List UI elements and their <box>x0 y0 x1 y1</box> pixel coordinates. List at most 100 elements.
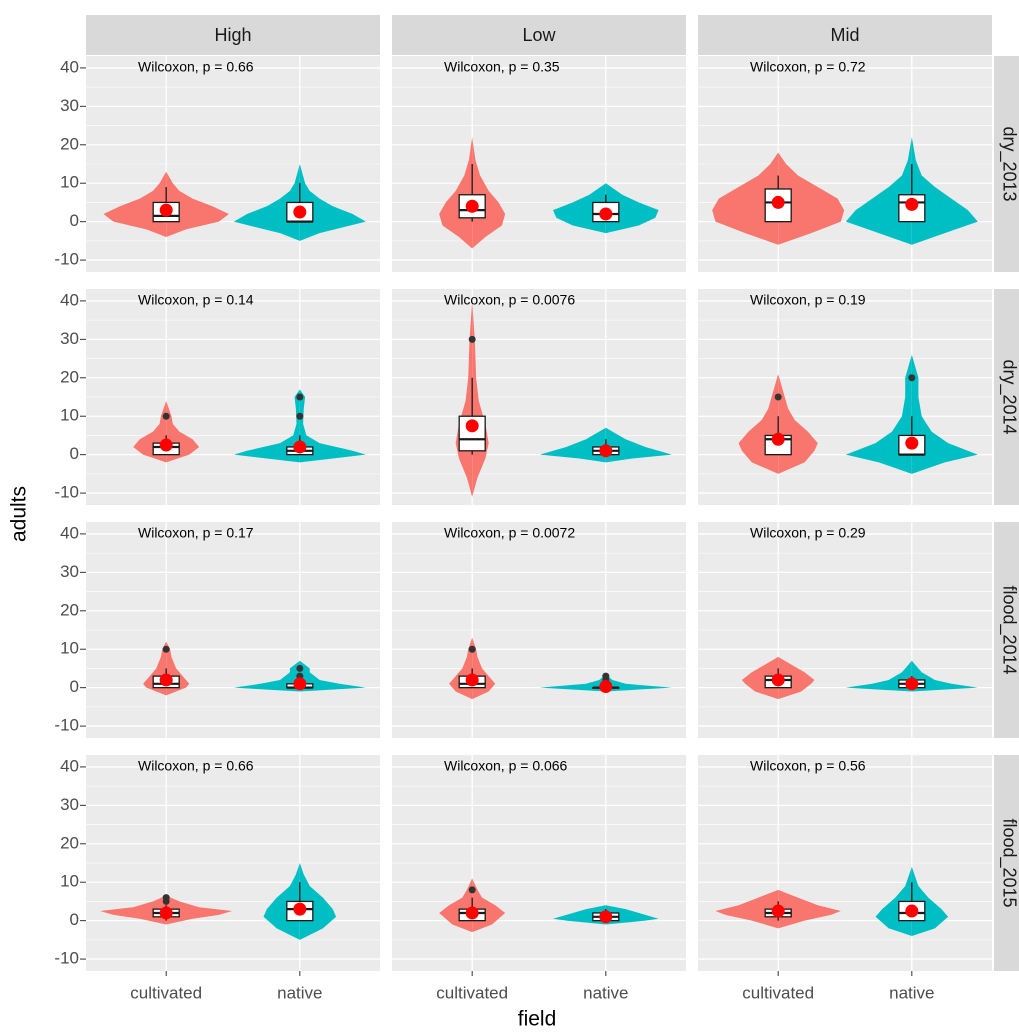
x-tick-label: cultivated <box>130 983 202 1002</box>
x-tick-label: native <box>277 983 322 1002</box>
strip-background <box>994 289 1019 505</box>
outlier <box>162 645 170 653</box>
row-strip-label: dry_2013 <box>998 126 1019 201</box>
y-tick-label: 0 <box>70 211 79 230</box>
violin-half <box>299 389 366 463</box>
y-tick-label: 40 <box>60 756 79 775</box>
strip-background <box>994 755 1019 971</box>
annotation: Wilcoxon, p = 0.66 <box>138 59 254 75</box>
mean-point <box>293 902 307 916</box>
y-tick-label: 40 <box>60 523 79 542</box>
violin-half <box>299 164 366 241</box>
violin-half <box>911 137 978 245</box>
y-tick-label: 0 <box>70 444 79 463</box>
violin-half <box>778 656 815 700</box>
row-strip-label: dry_2014 <box>998 359 1019 434</box>
violin-half <box>778 889 841 929</box>
violin-half <box>233 660 300 692</box>
mean-point <box>905 677 919 691</box>
mean-point <box>293 205 307 219</box>
y-tick-label: 30 <box>60 329 79 348</box>
violin-half <box>439 137 473 249</box>
mean-point <box>159 438 173 452</box>
mean-point <box>771 904 785 918</box>
violin-half <box>715 889 779 929</box>
y-tick-label: 40 <box>60 57 79 76</box>
outlier <box>296 664 304 672</box>
violin-half <box>539 674 606 692</box>
y-tick-label: 10 <box>60 173 79 192</box>
violin-half <box>233 389 300 463</box>
y-tick-label: 20 <box>60 134 79 153</box>
mean-point <box>159 906 173 920</box>
y-tick-label: -10 <box>54 949 79 968</box>
mean-point <box>905 436 919 450</box>
violin-half <box>778 152 845 245</box>
mean-point <box>771 432 785 446</box>
y-tick-label: -10 <box>54 483 79 502</box>
strip-background <box>392 15 686 55</box>
outlier <box>296 412 304 420</box>
violin-half <box>845 660 912 692</box>
violin-half <box>100 895 167 925</box>
mean-point <box>905 197 919 211</box>
y-tick-label: 30 <box>60 795 79 814</box>
row-strip-label: flood_2015 <box>998 818 1019 907</box>
y-tick-label: 30 <box>60 562 79 581</box>
violin-half <box>911 354 978 474</box>
mean-point <box>599 679 613 693</box>
mean-point <box>771 195 785 209</box>
violin-half <box>845 137 912 245</box>
x-tick-label: cultivated <box>742 983 814 1002</box>
violin-half <box>712 152 779 245</box>
violin-half <box>166 895 233 925</box>
outlier <box>602 672 610 680</box>
y-tick-label: -10 <box>54 250 79 269</box>
outlier <box>162 412 170 420</box>
x-axis-title: field <box>518 1008 557 1031</box>
mean-point <box>599 910 613 924</box>
outlier <box>908 374 916 382</box>
annotation: Wilcoxon, p = 0.66 <box>138 758 254 774</box>
column-strip-label: Mid <box>830 25 859 45</box>
annotation: Wilcoxon, p = 0.56 <box>750 758 866 774</box>
column-strip-label: High <box>214 25 251 45</box>
x-tick-label: cultivated <box>436 983 508 1002</box>
y-tick-label: 10 <box>60 872 79 891</box>
annotation: Wilcoxon, p = 0.0076 <box>444 292 575 308</box>
mean-point <box>465 673 479 687</box>
violin-half <box>845 354 912 474</box>
mean-point <box>599 444 613 458</box>
annotation: Wilcoxon, p = 0.29 <box>750 525 866 541</box>
outlier <box>468 886 476 894</box>
mean-point <box>293 677 307 691</box>
violin-half <box>472 137 506 249</box>
strip-background <box>86 15 380 55</box>
violin-half <box>103 171 167 238</box>
violin-half <box>166 171 229 238</box>
x-tick-label: native <box>889 983 934 1002</box>
strip-background <box>994 56 1019 272</box>
violin-half <box>911 660 978 692</box>
y-tick-label: 20 <box>60 367 79 386</box>
annotation: Wilcoxon, p = 0.14 <box>138 292 254 308</box>
annotation: Wilcoxon, p = 0.066 <box>444 758 568 774</box>
annotation: Wilcoxon, p = 0.0072 <box>444 525 575 541</box>
outlier <box>468 335 476 343</box>
annotation: Wilcoxon, p = 0.35 <box>444 59 560 75</box>
annotation: Wilcoxon, p = 0.17 <box>138 525 254 541</box>
y-tick-label: 40 <box>60 290 79 309</box>
mean-point <box>771 673 785 687</box>
violin-half <box>605 674 672 692</box>
y-tick-label: 20 <box>60 833 79 852</box>
y-axis-title: adults <box>8 486 31 542</box>
mean-point <box>465 199 479 213</box>
y-tick-label: 20 <box>60 600 79 619</box>
mean-point <box>465 419 479 433</box>
violin-half <box>539 427 606 463</box>
y-tick-label: -10 <box>54 716 79 735</box>
strip-background <box>698 15 992 55</box>
annotation: Wilcoxon, p = 0.72 <box>750 59 866 75</box>
row-strip-label: flood_2014 <box>998 585 1019 674</box>
